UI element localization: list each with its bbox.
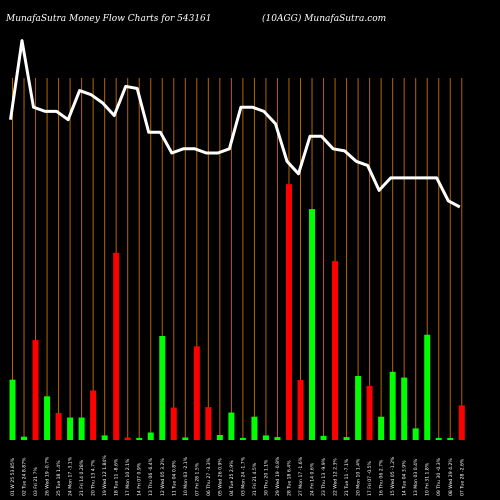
x-tick-label: 30 Thu 20 1.1% <box>263 459 269 496</box>
bar <box>320 435 327 440</box>
x-tick-label: 14 Fri 07 0.9% <box>137 462 143 496</box>
x-tick-label: 07 Fri 28 1.5% <box>194 462 200 496</box>
bar <box>412 428 419 440</box>
x-tick-label: 17 Mon 10 2.1% <box>125 458 131 496</box>
price-line <box>9 39 461 209</box>
bar <box>297 380 304 440</box>
x-tick-label: 31 Fri 21 4.5% <box>252 462 258 496</box>
x-tick-label: 27 Mon 17 -1.6% <box>298 456 304 496</box>
bar <box>67 417 74 440</box>
bar <box>274 437 281 440</box>
x-tick-label: 04 Tue 25 2.9% <box>229 460 235 496</box>
x-tick-label: 01 W 25 53.85% <box>10 457 16 496</box>
x-tick-label: 10 Fri 31 1.8% <box>425 462 431 496</box>
bar <box>343 437 350 440</box>
bar <box>90 390 97 440</box>
bar <box>205 407 212 440</box>
bar <box>228 412 235 440</box>
bar <box>32 340 39 440</box>
x-tick-label: 03 Fri 21 7% <box>33 467 39 496</box>
bar <box>458 405 465 440</box>
x-tick-label: 28 Tue 18 6.4% <box>286 460 292 496</box>
bar <box>170 407 177 440</box>
x-axis-labels: 01 W 25 53.85% 02 Tue 24 8.87% 03 Fri 21 7… <box>10 455 465 496</box>
x-tick-label: 21 Tue 11 -7.1% <box>344 458 350 496</box>
x-tick-label: 06 Thu 27 -3.3% <box>206 457 212 496</box>
bar <box>136 437 143 440</box>
x-tick-label: 29 Wed 19 -0.8% <box>275 456 281 496</box>
chart-title: MunafaSutra Money Flow Charts for 543161 <box>5 14 212 24</box>
bar <box>113 252 120 440</box>
x-tick-label: 05 Wed 26 0.9% <box>217 458 223 496</box>
bar <box>101 435 108 440</box>
bar <box>389 371 396 440</box>
bar <box>55 412 62 440</box>
bar <box>78 417 85 440</box>
bar <box>182 437 189 440</box>
bar <box>424 334 431 440</box>
x-tick-label: 24 Mon 17 -3.1% <box>68 456 74 496</box>
x-tick-label: 10 Mon 03 -2.1% <box>183 456 189 496</box>
x-tick-label: 09 Thu 30 -0.3% <box>436 457 442 496</box>
bar <box>216 435 223 440</box>
bar <box>193 346 200 440</box>
bar <box>262 435 269 440</box>
bar <box>124 437 131 440</box>
x-tick-label: 17 Fri 07 -0.5% <box>367 460 373 496</box>
x-tick-label: 03 Mon 24 -1.7% <box>240 456 246 496</box>
x-tick-label: 11 Tue 04 0.8% <box>171 460 177 496</box>
x-tick-label: 20 Thu 13 4.7% <box>91 459 97 496</box>
x-tick-label: 02 Tue 24 8.87% <box>22 457 28 496</box>
x-tick-label: 16 Thu 06 2.7% <box>379 459 385 496</box>
bar <box>159 336 166 440</box>
bar <box>447 437 454 440</box>
bar <box>9 379 16 440</box>
bar <box>21 436 28 440</box>
x-tick-label: 07 Tue 28 -2.6% <box>459 458 465 496</box>
x-tick-label: 08 Wed 29 4.2% <box>448 458 454 496</box>
x-tick-label: 21 Fri 14 0.28% <box>79 459 85 496</box>
x-tick-label: 19 Wed 12 1.84% <box>102 455 108 496</box>
bar <box>366 385 373 440</box>
x-tick-label: 14 Tue 04 3.9% <box>402 460 408 496</box>
money-flow-bars <box>9 184 465 440</box>
chart-subtitle: (10AGG) MunafaSutra.com <box>262 13 386 24</box>
bar <box>44 396 51 440</box>
bar <box>435 437 442 440</box>
x-tick-label: 25 Tue 18 1.4% <box>56 460 62 496</box>
bar <box>239 437 246 440</box>
bar <box>147 432 154 440</box>
x-tick-label: 20 Mon 10 1.4% <box>356 458 362 496</box>
x-tick-label: 12 Wed 05 3.2% <box>160 458 166 496</box>
bar <box>309 209 316 440</box>
x-tick-label: 18 Tue 11 -8.6% <box>114 458 120 496</box>
bar <box>378 416 385 440</box>
bar <box>401 377 408 440</box>
bar <box>355 375 362 440</box>
x-tick-label: 23 Thu 13 -9.9% <box>321 457 327 496</box>
bar <box>332 261 339 440</box>
bar <box>251 416 258 440</box>
x-tick-label: 13 Thu 06 -6.4% <box>148 457 154 496</box>
bar <box>285 184 292 440</box>
x-tick-label: 15 Wed 05 -1.2% <box>390 456 396 496</box>
x-tick-label: 13 Mon 03 0.4% <box>413 458 419 496</box>
x-tick-label: 24 Fri 14 0.6% <box>310 462 316 496</box>
x-tick-label: 26 Wed 19 -0.7% <box>45 456 51 496</box>
x-tick-label: 22 Wed 12 2.3% <box>333 458 339 496</box>
